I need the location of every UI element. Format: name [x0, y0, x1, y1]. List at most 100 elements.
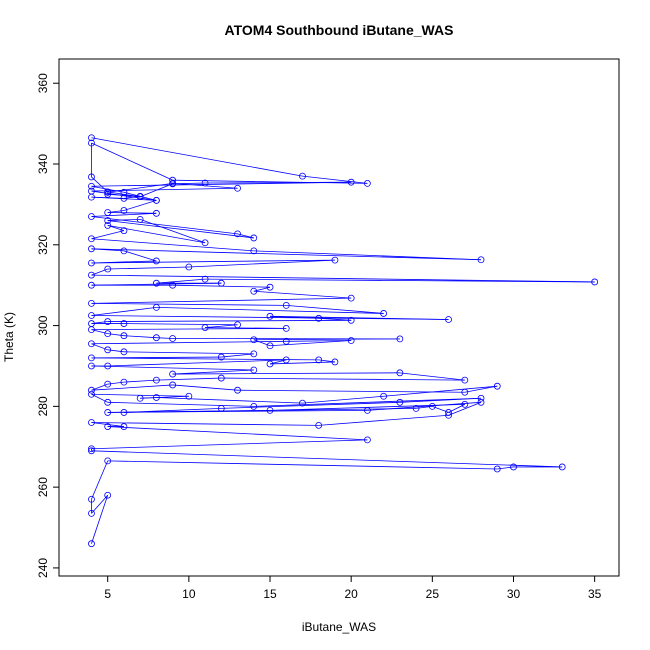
data-point [282, 337, 290, 345]
data-point [104, 222, 112, 229]
series-segment [253, 338, 400, 341]
data-point [104, 380, 112, 388]
y-tick-label: 320 [36, 234, 50, 254]
plot-frame [58, 58, 620, 577]
data-point [88, 139, 95, 147]
data-point [169, 370, 177, 378]
series-segment [123, 250, 157, 262]
data-point [347, 337, 355, 344]
data-point [136, 192, 144, 200]
series-segment [286, 304, 384, 314]
series-segment [91, 422, 319, 426]
data-point [120, 227, 128, 235]
series-segment [123, 335, 157, 339]
series-segment [172, 369, 254, 375]
data-point [104, 346, 112, 354]
series-segment [91, 212, 157, 217]
data-point [250, 350, 258, 358]
data-point [266, 283, 274, 291]
series-segment [383, 385, 498, 397]
data-point [266, 312, 274, 320]
y-tick-label: 280 [36, 396, 50, 416]
series-segment [107, 212, 157, 214]
data-point [169, 176, 177, 184]
data-point [364, 180, 371, 187]
y-tick-label: 300 [36, 315, 50, 335]
data-point [88, 386, 95, 394]
series-segment [91, 422, 124, 427]
series-segment [91, 248, 482, 261]
data-point [88, 312, 95, 319]
series-segment [107, 401, 254, 407]
data-point [477, 256, 485, 264]
data-point [104, 209, 112, 216]
series-segment [107, 218, 141, 221]
data-point [120, 348, 128, 356]
data-point [380, 310, 388, 317]
series-segment [107, 319, 352, 322]
series-segment [205, 324, 238, 328]
data-point [217, 374, 225, 382]
y-tick-label: 360 [36, 73, 50, 93]
data-point [477, 398, 485, 406]
data-point [88, 235, 95, 243]
series-segment [91, 216, 238, 235]
y-tick-label: 340 [36, 154, 50, 174]
series-segment [107, 266, 189, 270]
series-segment [91, 495, 109, 544]
series-segment [91, 196, 157, 201]
data-point [120, 207, 128, 214]
data-point [282, 325, 290, 332]
data-point [88, 540, 95, 548]
data-point [120, 332, 128, 340]
series-segment [140, 218, 206, 244]
data-point [104, 330, 112, 338]
data-point [201, 179, 209, 187]
series-segment [91, 230, 125, 240]
data-point [88, 299, 95, 307]
series-segment [253, 290, 352, 299]
data-point [152, 257, 160, 265]
data-point [104, 362, 112, 370]
series-segment [107, 409, 368, 413]
data-point [88, 354, 95, 362]
data-point [299, 399, 306, 407]
y-tick-label: 260 [36, 477, 50, 497]
data-point [347, 316, 355, 324]
data-point [152, 209, 160, 217]
data-point [152, 376, 160, 384]
series-segment [156, 307, 384, 314]
data-point [591, 278, 599, 286]
series-segment [221, 353, 254, 358]
data-point [88, 495, 95, 503]
data-point [88, 193, 95, 201]
x-tick-label: 5 [104, 587, 111, 601]
data-point [412, 404, 420, 412]
data-point [396, 369, 404, 377]
series-segment [464, 385, 498, 393]
data-point [88, 134, 95, 142]
series-segment [91, 259, 335, 264]
data-point [169, 180, 177, 187]
data-point [461, 400, 469, 408]
series-segment [91, 176, 108, 193]
data-point [88, 182, 95, 190]
series-segment [91, 238, 254, 252]
series-segment [302, 175, 368, 184]
data-point [152, 196, 160, 204]
series-segment [237, 389, 465, 393]
series-segment [123, 323, 238, 326]
series-segment [91, 357, 319, 361]
x-tick-label: 15 [263, 587, 277, 601]
data-point [347, 178, 355, 186]
data-point [104, 318, 112, 325]
data-point [282, 301, 290, 309]
data-point [88, 340, 95, 348]
series-segment [221, 377, 465, 381]
series-segment [91, 384, 173, 391]
series-segment [91, 460, 109, 500]
data-point [104, 457, 112, 465]
series-segment [91, 365, 254, 371]
